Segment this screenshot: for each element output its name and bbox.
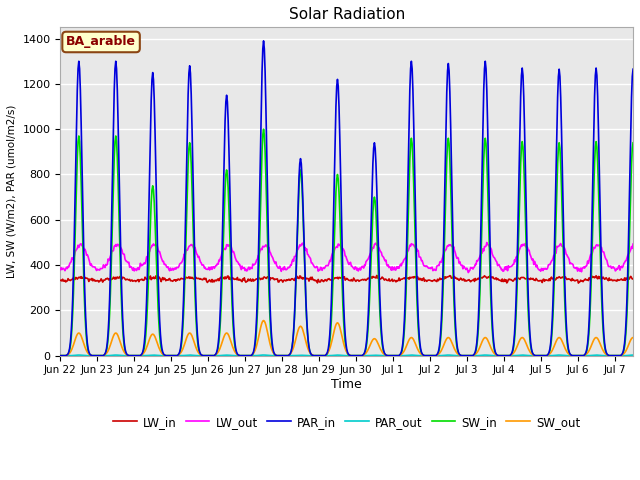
SW_out <box>629 335 637 340</box>
Legend: LW_in, LW_out, PAR_in, PAR_out, SW_in, SW_out: LW_in, LW_out, PAR_in, PAR_out, SW_in, S… <box>108 411 585 433</box>
SW_in <box>490 343 497 349</box>
LW_in <box>346 277 354 283</box>
SW_out <box>181 340 189 346</box>
SW_out <box>347 353 355 359</box>
LW_out <box>230 251 238 257</box>
SW_out <box>230 348 238 354</box>
PAR_out <box>347 353 355 359</box>
SW_out <box>603 352 611 358</box>
PAR_out <box>603 353 611 359</box>
SW_in <box>181 269 189 275</box>
Line: PAR_out: PAR_out <box>60 355 633 356</box>
PAR_in <box>603 351 611 357</box>
PAR_out <box>260 352 268 358</box>
SW_in <box>584 343 591 349</box>
LW_out <box>56 267 64 273</box>
PAR_in <box>490 340 497 346</box>
Line: PAR_in: PAR_in <box>60 41 633 356</box>
Y-axis label: LW, SW (W/m2), PAR (umol/m2/s): LW, SW (W/m2), PAR (umol/m2/s) <box>7 105 17 278</box>
SW_in <box>603 351 611 357</box>
LW_out <box>604 261 611 267</box>
SW_out <box>490 350 497 356</box>
LW_in <box>230 276 238 282</box>
SW_out <box>260 318 268 324</box>
Line: LW_out: LW_out <box>60 242 633 273</box>
Line: SW_in: SW_in <box>60 129 633 356</box>
SW_out <box>56 353 64 359</box>
LW_in <box>604 277 611 283</box>
LW_out <box>491 255 499 261</box>
PAR_out <box>181 352 189 358</box>
LW_in <box>181 276 189 282</box>
Text: BA_arable: BA_arable <box>66 36 136 48</box>
PAR_out <box>490 353 497 359</box>
PAR_in <box>56 353 64 359</box>
SW_in <box>56 353 64 359</box>
LW_in <box>490 276 497 281</box>
PAR_out <box>629 352 637 358</box>
LW_out <box>181 253 189 259</box>
SW_in <box>260 126 268 132</box>
LW_in <box>373 273 381 278</box>
PAR_in <box>347 353 355 359</box>
Line: LW_in: LW_in <box>60 276 633 283</box>
PAR_out <box>56 353 64 359</box>
LW_in <box>575 280 582 286</box>
SW_in <box>230 339 238 345</box>
LW_out <box>629 241 637 247</box>
Line: SW_out: SW_out <box>60 321 633 356</box>
X-axis label: Time: Time <box>332 378 362 391</box>
PAR_in <box>629 66 637 72</box>
PAR_in <box>230 333 238 339</box>
SW_out <box>584 350 591 356</box>
LW_in <box>629 276 637 282</box>
PAR_out <box>230 353 238 359</box>
PAR_out <box>584 353 591 359</box>
SW_in <box>629 140 637 145</box>
LW_out <box>584 261 592 266</box>
PAR_in <box>584 340 591 346</box>
LW_out <box>483 240 491 245</box>
LW_in <box>56 277 64 283</box>
LW_out <box>465 270 472 276</box>
PAR_in <box>260 38 268 44</box>
LW_out <box>346 260 354 266</box>
PAR_in <box>181 239 189 244</box>
Title: Solar Radiation: Solar Radiation <box>289 7 405 22</box>
LW_in <box>584 277 592 283</box>
SW_in <box>347 353 355 359</box>
